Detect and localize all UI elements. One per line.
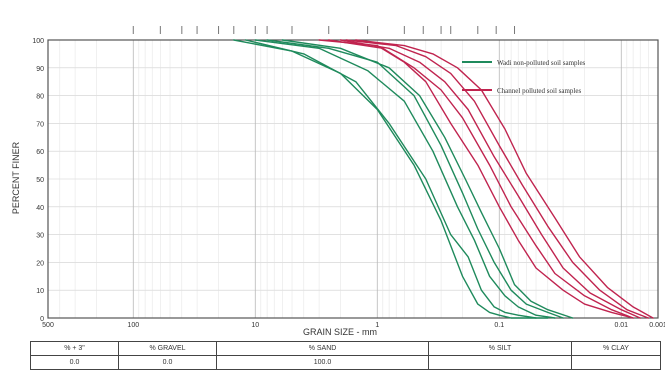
table-header: % SILT — [428, 341, 572, 356]
composition-table: % + 3" % GRAVEL % SAND % SILT % CLAY 0.0… — [30, 341, 661, 370]
x-axis-label: GRAIN SIZE - mm — [303, 327, 377, 337]
y-tick-label: 0 — [40, 316, 44, 323]
y-tick-label: 50 — [36, 177, 44, 184]
y-tick-label: 20 — [36, 260, 44, 267]
chart-series — [233, 39, 654, 319]
plot-frame — [47, 39, 659, 319]
table-cell: 100.0 — [216, 355, 429, 370]
x-tick-label: 100 — [127, 322, 139, 329]
series-line-channel — [355, 39, 654, 319]
x-tick-label: 0.001 — [649, 322, 665, 329]
series-line-wadi — [254, 39, 556, 319]
table-header: % SAND — [216, 341, 429, 356]
x-tick-label: 10 — [251, 322, 259, 329]
chart-grid — [47, 39, 659, 319]
x-tick-label: 1 — [375, 322, 379, 329]
chart-axes: 0 10 20 30 40 50 60 70 80 90 100 500 100 10 1 0.1 0.01 0.… — [32, 38, 665, 329]
x-tick-label: 0.01 — [614, 322, 628, 329]
y-tick-label: 10 — [36, 288, 44, 295]
table-cell — [571, 355, 661, 370]
x-tick-label: 500 — [42, 322, 54, 329]
y-tick-label: 70 — [36, 121, 44, 128]
x-tick-label: 0.1 — [494, 322, 504, 329]
table-header-row: % + 3" % GRAVEL % SAND % SILT % CLAY — [30, 341, 661, 356]
series-line-wadi — [244, 39, 537, 319]
table-cell: 0.0 — [118, 355, 217, 370]
chart-legend: Wadi non-polluted soil samples Channel p… — [462, 59, 586, 95]
series-line-channel — [345, 39, 649, 319]
table-header: % CLAY — [571, 341, 661, 356]
y-tick-label: 30 — [36, 233, 44, 240]
table-cell: 0.0 — [30, 355, 119, 370]
table-cell — [428, 355, 572, 370]
table-row: 0.0 0.0 100.0 — [30, 355, 661, 370]
y-tick-label: 40 — [36, 205, 44, 212]
series-line-channel — [328, 39, 634, 319]
y-tick-label: 100 — [32, 38, 44, 45]
series-line-wadi — [281, 39, 574, 319]
table-header: % + 3" — [30, 341, 119, 356]
table-header: % GRAVEL — [118, 341, 217, 356]
y-tick-label: 60 — [36, 149, 44, 156]
sieve-marks — [132, 26, 516, 34]
y-tick-label: 90 — [36, 66, 44, 73]
y-axis-label: PERCENT FINER — [11, 141, 21, 214]
y-tick-label: 80 — [36, 94, 44, 101]
legend-label-channel: Channel polluted soil samples — [497, 87, 581, 95]
legend-label-wadi: Wadi non-polluted soil samples — [497, 59, 586, 67]
series-line-channel — [339, 39, 641, 319]
